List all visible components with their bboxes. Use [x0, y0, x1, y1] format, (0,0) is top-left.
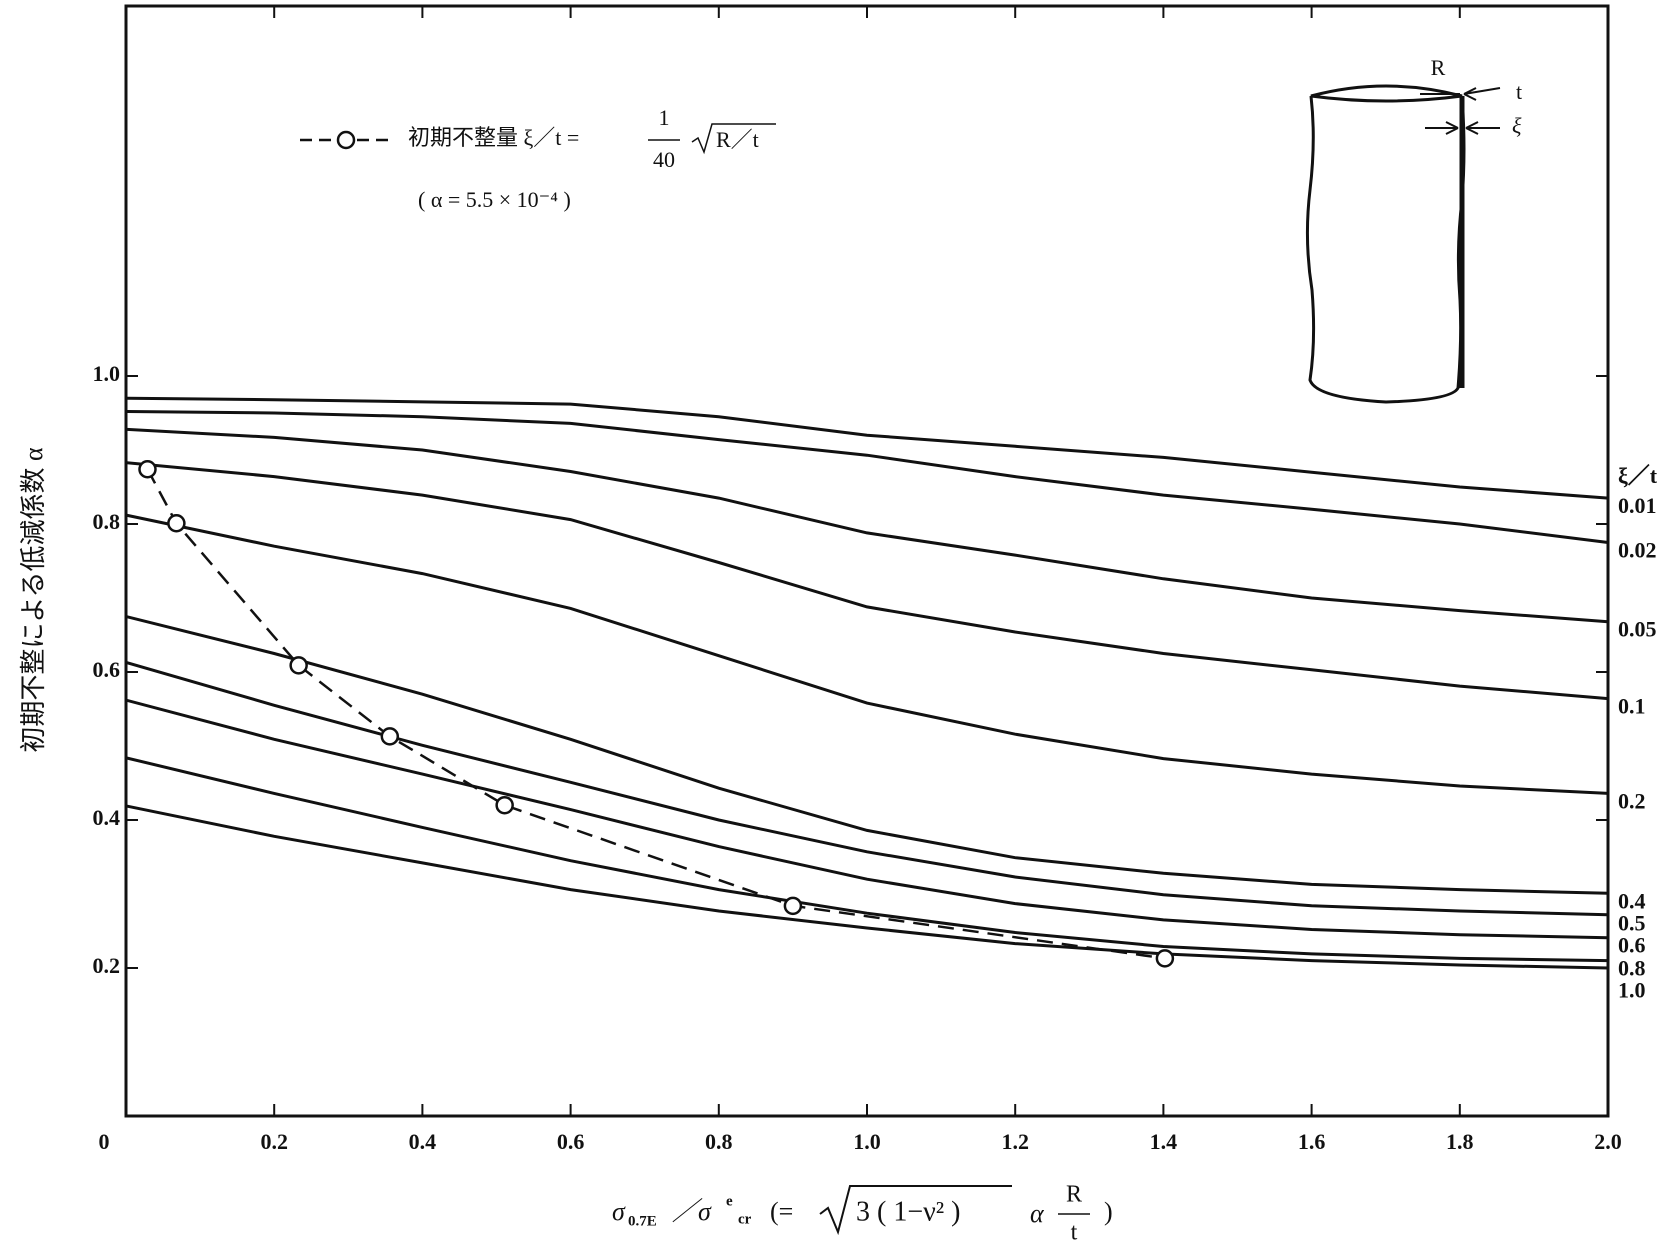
series-end-label: 0.8	[1618, 956, 1646, 981]
legend-denominator: 40	[653, 147, 675, 172]
legend-root: R／t	[716, 127, 759, 152]
x-label-part: ／σ	[672, 1197, 712, 1226]
y-tick-label: 0.8	[93, 509, 121, 534]
x-tick-label: 0	[99, 1129, 110, 1154]
x-tick-label: 0.4	[409, 1129, 437, 1154]
x-tick-label: 1.0	[853, 1129, 881, 1154]
inset-r-label: R	[1431, 55, 1446, 80]
x-label-part: e	[726, 1193, 733, 1209]
x-label-root-sign	[819, 1185, 1012, 1236]
series-line	[125, 804, 1609, 970]
series-end-label: 0.1	[1618, 694, 1646, 719]
series-end-label: 0.02	[1618, 538, 1657, 563]
point-marker	[167, 514, 186, 533]
t-arrow	[1463, 87, 1501, 101]
x-tick-label: 0.2	[260, 1129, 288, 1154]
series-line	[125, 660, 1609, 917]
x-tick-label: 1.8	[1446, 1129, 1474, 1154]
legend-title: ξ／t	[1618, 463, 1658, 488]
series-end-label: 0.05	[1618, 617, 1657, 642]
series-line	[125, 427, 1609, 624]
x-label-part: t	[1071, 1220, 1078, 1246]
point-marker	[289, 656, 308, 675]
x-label-part: )	[1104, 1197, 1113, 1226]
series-line	[125, 698, 1609, 940]
x-label-part: cr	[738, 1211, 752, 1227]
series-line	[125, 615, 1609, 895]
series-end-label: 0.01	[1618, 493, 1657, 518]
inset-cylinder	[1305, 84, 1501, 404]
xi-arrows	[1425, 121, 1500, 135]
series-end-label: 0.4	[1618, 888, 1646, 913]
series-line	[125, 410, 1609, 544]
series-line	[125, 396, 1609, 500]
inset-t-label: t	[1516, 79, 1522, 104]
y-axis-label: 初期不整による低減係数 α	[19, 447, 48, 753]
x-label-part: σ	[612, 1197, 626, 1226]
series-end-label: 0.2	[1618, 788, 1646, 813]
x-axis-label: σ 0.7E ／σ e cr (= 3 ( 1−ν² ) α R t )	[612, 1182, 1113, 1246]
x-label-part: R	[1066, 1182, 1082, 1208]
legend-swatch-marker	[336, 130, 356, 150]
x-tick-label: 1.2	[1001, 1129, 1029, 1154]
y-tick-label: 0.2	[93, 953, 121, 978]
x-tick-label: 0.8	[705, 1129, 733, 1154]
series-line	[125, 461, 1609, 701]
series-end-label: 1.0	[1618, 978, 1646, 1003]
legend-note: ( α = 5.5 × 10⁻⁴ )	[418, 187, 571, 212]
series-end-label: 0.5	[1618, 910, 1646, 935]
x-label-part: 0.7E	[628, 1213, 657, 1229]
x-tick-label: 2.0	[1594, 1129, 1622, 1154]
series-line	[125, 513, 1609, 795]
x-label-part: (=	[770, 1197, 793, 1226]
x-tick-label: 1.6	[1298, 1129, 1326, 1154]
legend-root-sign	[691, 123, 776, 155]
x-label-part: 3 ( 1−ν² )	[856, 1196, 961, 1227]
series-line	[125, 756, 1609, 963]
y-tick-label: 1.0	[93, 361, 121, 386]
point-marker	[495, 795, 514, 815]
series-end-label: 0.6	[1618, 933, 1646, 958]
point-marker	[380, 727, 400, 746]
point-marker	[783, 896, 803, 916]
point-marker	[138, 459, 157, 479]
legend-label: 初期不整量 ξ／t =	[408, 125, 579, 150]
point-marker	[1155, 949, 1175, 968]
legend-numerator: 1	[659, 105, 670, 130]
y-tick-label: 0.4	[93, 805, 121, 830]
x-tick-label: 1.4	[1150, 1129, 1178, 1154]
y-tick-label: 0.6	[93, 657, 121, 682]
inset-xi-label: ξ	[1512, 113, 1522, 138]
x-label-part: α	[1030, 1199, 1045, 1228]
x-tick-label: 0.6	[557, 1129, 585, 1154]
